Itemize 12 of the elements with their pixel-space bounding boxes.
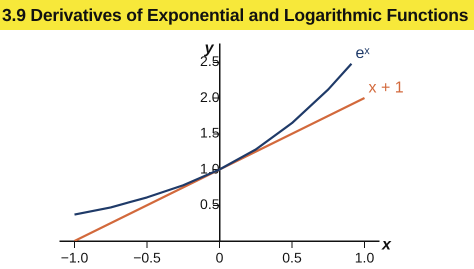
y-tick-label: 0.5 (200, 196, 220, 212)
x-tick-label: −1.0 (60, 249, 89, 266)
x-tick-label: 0 (216, 249, 224, 266)
chart-title: 3.9 Derivatives of Exponential and Logarithmic Functions (0, 0, 474, 30)
x-axis-title: x (381, 236, 392, 254)
x-tick-label: −0.5 (133, 249, 162, 266)
y-tick-label: 2.0 (200, 88, 220, 105)
x-tick-label: 1.0 (354, 249, 374, 266)
x-tick-label: 0.5 (282, 249, 302, 266)
series-label: eˣ (355, 45, 370, 62)
series-label: x + 1 (368, 79, 404, 96)
y-tick-label: 1.5 (200, 124, 220, 141)
